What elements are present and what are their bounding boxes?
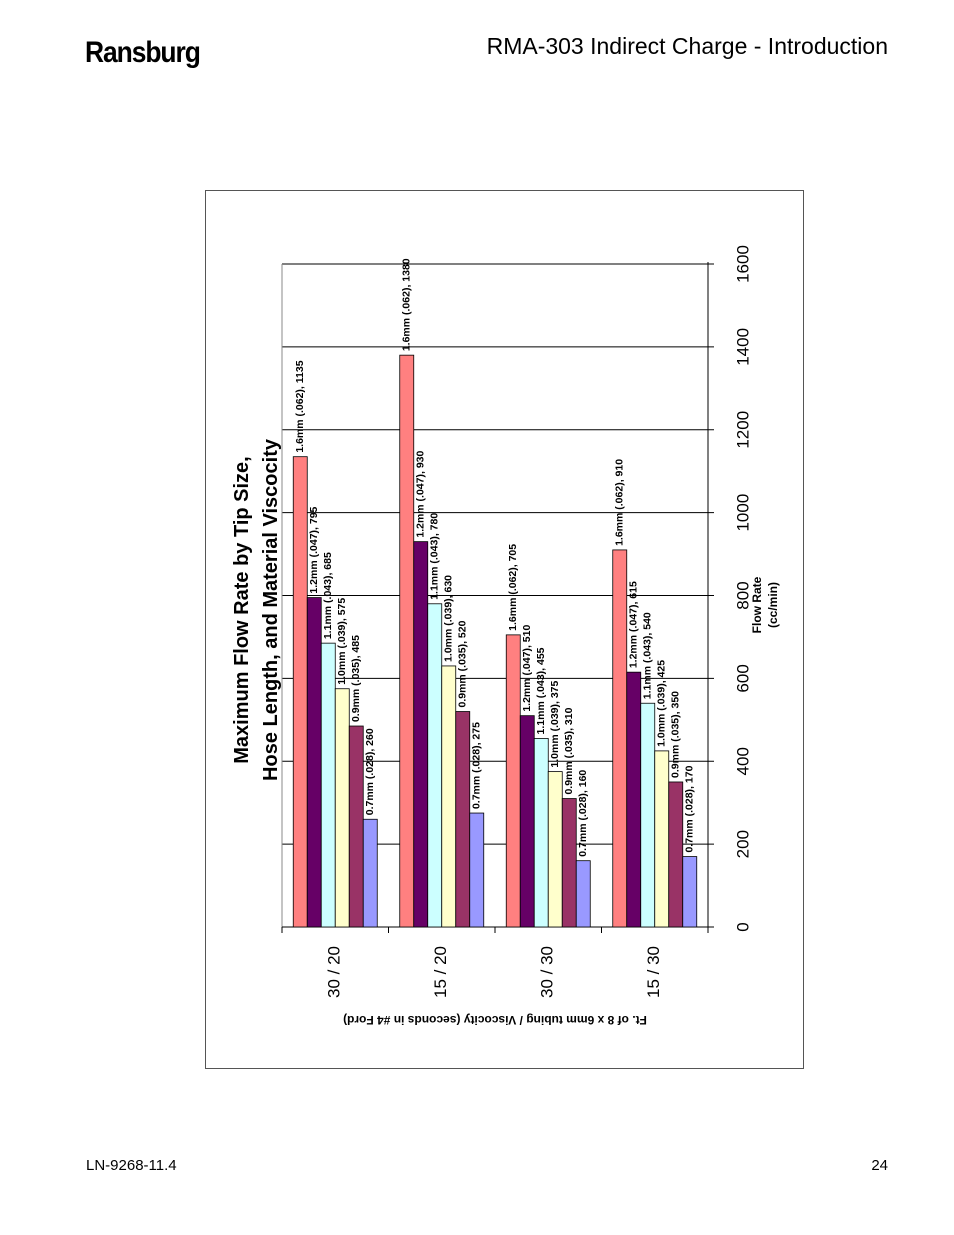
bar (575, 860, 591, 928)
bar (561, 798, 577, 928)
bar (320, 642, 336, 928)
data-label: 1.1mm (.043), 540 (642, 612, 654, 699)
bar (441, 665, 457, 928)
data-label: 1.0mm (.039), 375 (549, 680, 561, 767)
data-label: 0.7mm (.028), 170 (684, 765, 696, 852)
category-label: 15 / 20 (431, 946, 450, 998)
bar (334, 688, 350, 928)
data-label: 1.6mm (.062), 1135 (294, 360, 306, 452)
bar (399, 354, 415, 928)
bar (348, 725, 364, 928)
value-axis-label: (cc/min) (766, 582, 780, 628)
value-tick-label: 0 (733, 922, 752, 931)
data-label: 1.0mm (.039), 630 (443, 575, 455, 662)
category-label: 15 / 30 (644, 946, 663, 998)
data-label: 1.0mm (.039), 575 (336, 598, 348, 685)
data-label: 1.2mm (.047), 510 (521, 625, 533, 712)
bar (413, 541, 429, 928)
document-number: LN-9268-11.4 (86, 1157, 177, 1174)
bar (612, 549, 628, 928)
bar (640, 702, 656, 928)
brand-logo: Ransburg (85, 36, 201, 69)
bar (292, 456, 308, 928)
data-label: 0.9mm (.035), 485 (350, 635, 362, 722)
bar (505, 634, 521, 928)
data-label: 0.9mm (.035), 520 (457, 620, 469, 707)
data-label: 1.2mm (.047), 795 (308, 506, 320, 593)
data-label: 0.9mm (.035), 310 (563, 707, 575, 794)
data-label: 1.2mm (.047), 930 (415, 451, 427, 538)
bar (682, 856, 698, 928)
category-label: 30 / 20 (325, 946, 344, 998)
bar (362, 818, 378, 928)
document-title: RMA-303 Indirect Charge - Introduction (486, 33, 888, 59)
data-label: 0.9mm (.035), 350 (670, 691, 682, 778)
value-tick-label: 600 (733, 664, 752, 692)
category-label: 30 / 30 (538, 946, 557, 998)
value-tick-label: 1000 (733, 494, 752, 532)
data-label: 1.6mm (.062), 1380 (401, 258, 413, 351)
flow-rate-chart: 0 200 400 600 800 1000 1200 1400 1600 30 / 20 1.6m… (231, 245, 780, 1027)
bar (533, 738, 549, 928)
data-label: 1.1mm (.043), 455 (535, 647, 547, 734)
value-tick-label: 800 (733, 581, 752, 609)
data-label: 1.2mm (.047), 615 (628, 581, 640, 668)
data-label: 0.7mm (.028), 160 (577, 770, 589, 857)
value-tick-label: 200 (733, 830, 752, 858)
bar (626, 671, 642, 928)
bar (427, 603, 443, 928)
data-label: 1.1mm (.043), 780 (429, 513, 441, 600)
bar (469, 812, 485, 928)
bar (519, 715, 535, 928)
chart-title: Hose Length, and Material Viscocity (260, 438, 282, 781)
bar (668, 781, 684, 928)
category-axis-label: Ft. of 8 x 6mm tubing / Viscocity (secon… (343, 1013, 647, 1027)
data-label: 1.6mm (.062), 910 (614, 459, 626, 546)
value-tick-label: 1200 (733, 411, 752, 449)
value-tick-label: 1400 (733, 328, 752, 366)
page-number: 24 (871, 1157, 888, 1174)
bar (306, 597, 322, 928)
bar (547, 771, 563, 928)
value-tick-label: 400 (733, 747, 752, 775)
data-label: 1.6mm (.062), 705 (507, 544, 519, 631)
data-label: 0.7mm (.028), 260 (364, 728, 376, 815)
data-label: 1.0mm (.039), 425 (656, 660, 668, 747)
data-label: 0.7mm (.028), 275 (471, 722, 483, 809)
bar (455, 711, 471, 928)
value-axis-label: Flow Rate (750, 576, 764, 633)
value-tick-label: 1600 (733, 245, 752, 283)
data-label: 1.1mm (.043), 685 (322, 552, 334, 639)
chart-title: Maximum Flow Rate by Tip Size, (231, 456, 253, 763)
bar (654, 750, 670, 928)
